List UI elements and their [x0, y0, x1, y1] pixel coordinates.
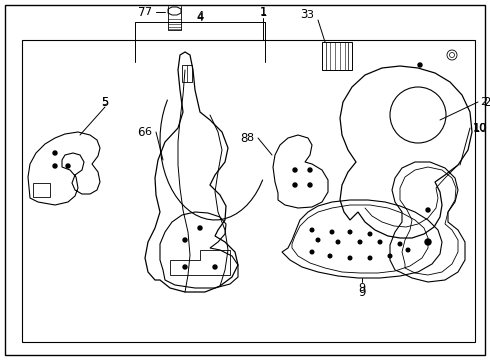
Circle shape [293, 183, 297, 187]
Text: 1: 1 [259, 5, 267, 18]
Circle shape [308, 183, 312, 187]
Circle shape [425, 239, 431, 245]
Text: 3: 3 [307, 10, 314, 20]
Text: 8: 8 [246, 133, 253, 143]
Circle shape [406, 248, 410, 252]
Circle shape [66, 164, 70, 168]
Text: 2: 2 [483, 95, 490, 108]
Circle shape [183, 265, 187, 269]
Circle shape [53, 164, 57, 168]
Circle shape [310, 250, 314, 254]
Circle shape [328, 254, 332, 258]
Circle shape [358, 240, 362, 244]
Circle shape [310, 228, 314, 232]
Circle shape [388, 254, 392, 258]
Text: 6: 6 [138, 126, 145, 139]
Text: 10: 10 [473, 123, 487, 133]
Text: 5: 5 [101, 97, 108, 107]
Text: 7: 7 [145, 7, 151, 17]
Circle shape [418, 63, 422, 67]
Text: 2: 2 [480, 97, 487, 107]
Text: 1: 1 [260, 7, 267, 17]
Circle shape [378, 240, 382, 244]
Circle shape [213, 265, 217, 269]
Text: 4: 4 [196, 9, 204, 22]
Circle shape [330, 230, 334, 234]
Text: 9: 9 [358, 285, 366, 298]
Circle shape [53, 151, 57, 155]
Text: 4: 4 [196, 13, 203, 23]
Text: 5: 5 [100, 95, 108, 108]
Circle shape [293, 168, 297, 172]
Text: 10: 10 [473, 122, 488, 135]
Text: 9: 9 [359, 283, 366, 293]
Circle shape [368, 256, 372, 260]
Circle shape [336, 240, 340, 244]
Circle shape [198, 226, 202, 230]
Text: 7: 7 [138, 5, 145, 18]
Circle shape [398, 242, 402, 246]
Circle shape [316, 238, 320, 242]
Text: 6: 6 [145, 127, 151, 137]
Text: 3: 3 [301, 9, 308, 22]
Circle shape [183, 238, 187, 242]
Circle shape [368, 232, 372, 236]
Text: 8: 8 [241, 131, 248, 144]
Circle shape [426, 208, 430, 212]
Circle shape [308, 168, 312, 172]
Circle shape [348, 230, 352, 234]
Circle shape [348, 256, 352, 260]
